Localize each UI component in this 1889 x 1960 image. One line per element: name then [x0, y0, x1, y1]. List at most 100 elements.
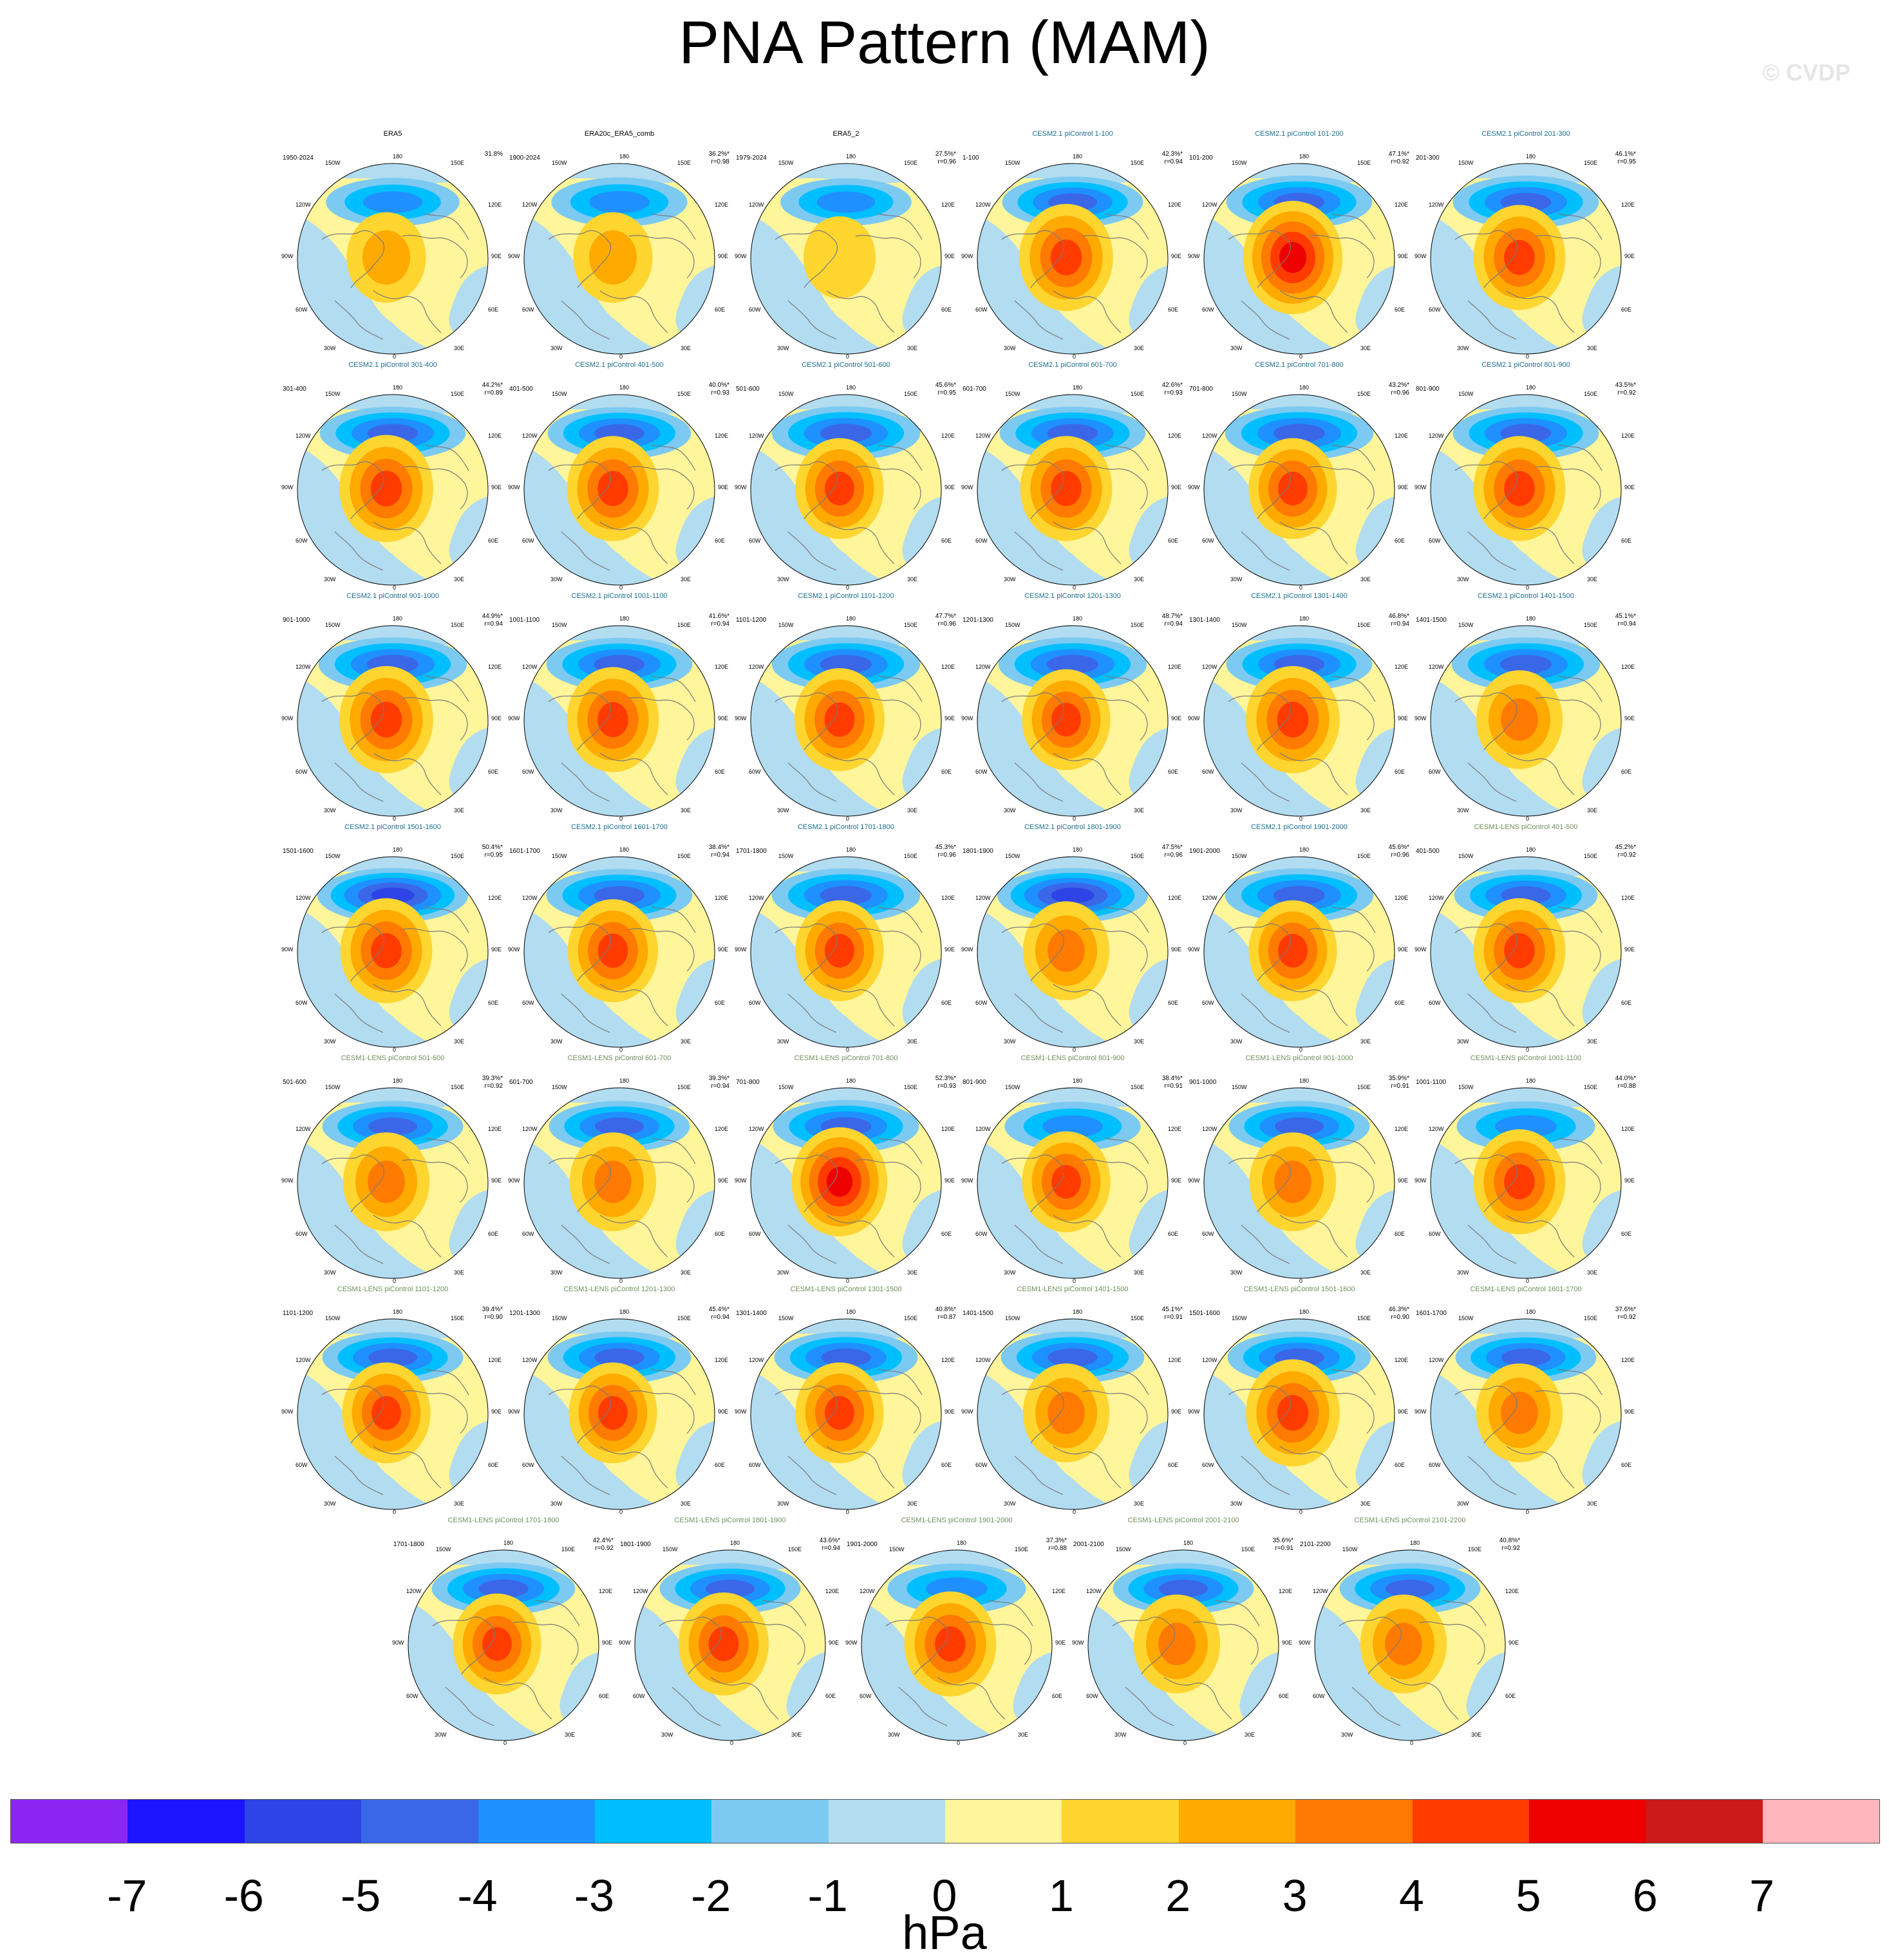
longitude-label: 150E — [1584, 853, 1598, 859]
coastline — [1014, 762, 1064, 802]
longitude-label: 60E — [941, 306, 952, 313]
longitude-label: 90E — [1055, 1639, 1066, 1646]
map-panel: CESM2.1 piControl 501-600 501-600 45.6%* r=… — [733, 361, 959, 591]
longitude-label: 150W — [1342, 1546, 1358, 1553]
positive-anomaly-contour — [1501, 1392, 1538, 1434]
map-panel: CESM1-LENS piControl 1601-1700 1601-1700 3… — [1413, 1285, 1639, 1515]
longitude-label: 180 — [846, 1078, 856, 1084]
coastline — [775, 1154, 838, 1213]
panel-percent-variance: 44.2%* — [482, 382, 503, 389]
longitude-label: 120E — [599, 1588, 613, 1594]
longitude-label: 90W — [508, 946, 520, 953]
longitude-label: 0 — [1073, 1278, 1076, 1284]
negative-anomaly-contour — [1051, 887, 1095, 904]
map-panel: CESM1-LENS piControl 901-1000 901-1000 35.… — [1187, 1054, 1412, 1284]
coastline — [424, 1368, 469, 1395]
longitude-label: 60W — [749, 769, 761, 775]
weak-negative-region — [1204, 445, 1351, 585]
longitude-label: 60W — [522, 1462, 534, 1468]
colorbar-tick-label: -2 — [691, 1871, 731, 1921]
map-boundary — [1203, 625, 1395, 817]
map-boundary — [1430, 1318, 1622, 1510]
panel-title: CESM2.1 piControl 501-600 — [802, 361, 890, 369]
longitude-label: 120E — [1621, 1357, 1635, 1363]
map-panel: CESM1-LENS piControl 1001-1100 1001-1100 4… — [1413, 1054, 1639, 1284]
longitude-label: 0 — [619, 1047, 623, 1053]
longitude-label: 180 — [1526, 1078, 1536, 1084]
longitude-label: 120W — [975, 895, 991, 901]
weak-negative-region — [297, 1369, 444, 1509]
panel-percent-variance: 41.6%* — [708, 613, 729, 620]
longitude-label: 150E — [561, 1546, 576, 1553]
longitude-label: 90W — [281, 946, 294, 953]
longitude-label: 60W — [522, 1000, 534, 1006]
panel-pattern-correlation: r=0.89 — [484, 389, 503, 397]
panel-pattern-correlation: r=0.92 — [1617, 389, 1636, 397]
coastline — [651, 1368, 696, 1395]
longitude-label: 90W — [508, 1408, 520, 1415]
panel-pattern-correlation: r=0.95 — [484, 852, 503, 859]
longitude-label: 30W — [777, 1038, 789, 1045]
panel-period: 201-300 — [1416, 154, 1440, 162]
polar-map — [977, 394, 1169, 586]
longitude-label: 60W — [975, 306, 988, 313]
longitude-label: 180 — [730, 1540, 740, 1546]
longitude-label: 90W — [1414, 1408, 1427, 1415]
map-panel: CESM1-LENS piControl 1401-1500 1401-1500 4… — [960, 1285, 1185, 1515]
panel-percent-variance: 31.8% — [484, 151, 503, 158]
panel-pattern-correlation: r=0.88 — [1048, 1545, 1067, 1552]
panel-period: 2101-2200 — [1300, 1541, 1331, 1548]
coastline — [424, 213, 469, 240]
positive-anomaly-contour — [482, 1627, 512, 1661]
weak-negative-region — [1431, 1138, 1577, 1278]
longitude-label: 180 — [1526, 615, 1536, 622]
positive-anomaly-contour — [826, 1166, 853, 1197]
longitude-label: 60W — [975, 1462, 988, 1468]
coastline — [651, 1137, 696, 1164]
longitude-label: 30E — [681, 807, 691, 814]
longitude-label: 30E — [454, 807, 465, 814]
coastline — [1442, 1600, 1487, 1627]
longitude-label: 150E — [451, 622, 465, 628]
longitude-label: 60E — [1621, 1000, 1632, 1006]
weak-negative-region — [1204, 676, 1351, 816]
longitude-label: 60E — [1168, 1000, 1179, 1006]
polar-map — [977, 625, 1169, 817]
longitude-label: 120W — [1202, 433, 1217, 439]
coastline — [1557, 675, 1602, 702]
longitude-label: 60W — [1086, 1693, 1098, 1699]
longitude-label: 120W — [1202, 895, 1217, 901]
longitude-label: 30E — [454, 576, 465, 583]
panel-period: 1900-2024 — [509, 154, 540, 162]
longitude-label: 0 — [1299, 1278, 1303, 1284]
map-panel: CESM2.1 piControl 801-900 801-900 43.5%* r=… — [1413, 361, 1639, 591]
longitude-label: 0 — [1526, 1047, 1530, 1053]
weak-negative-region — [1204, 1369, 1351, 1509]
negative-anomaly-contour — [1046, 655, 1099, 674]
longitude-label: 0 — [393, 1278, 397, 1284]
panel-pattern-correlation: r=0.92 — [1391, 158, 1409, 165]
map-panel: ERA20c_ERA5_comb 1900-2024 36.2%* r=0.98 180… — [507, 130, 732, 360]
longitude-label: 150E — [1584, 391, 1598, 397]
coastline — [1014, 1455, 1064, 1495]
coastline — [1215, 1600, 1260, 1627]
longitude-label: 90W — [735, 484, 747, 490]
panel-percent-variance: 37.3%* — [1046, 1537, 1067, 1544]
longitude-label: 180 — [1526, 384, 1536, 391]
longitude-label: 120E — [1395, 433, 1409, 439]
longitude-label: 0 — [393, 584, 397, 591]
longitude-label: 120W — [975, 1126, 991, 1132]
coastline — [628, 697, 695, 741]
coastline — [651, 906, 696, 933]
map-panel: CESM2.1 piControl 1-100 1-100 42.3%* r=0.94… — [960, 130, 1185, 360]
colorbar-tick-label: 0 — [932, 1871, 957, 1921]
panel-pattern-correlation: r=0.93 — [711, 389, 729, 397]
longitude-label: 120E — [1621, 433, 1635, 439]
panel-variance-stats: 45.2%* r=0.92 — [1615, 844, 1636, 859]
colorbar-swatch — [1646, 1800, 1763, 1843]
longitude-label: 30E — [791, 1731, 802, 1738]
longitude-label: 90E — [945, 253, 955, 259]
panel-period: 1201-1300 — [509, 1310, 540, 1317]
longitude-label: 150W — [1005, 391, 1020, 397]
panel-pattern-correlation: r=0.96 — [937, 158, 956, 165]
